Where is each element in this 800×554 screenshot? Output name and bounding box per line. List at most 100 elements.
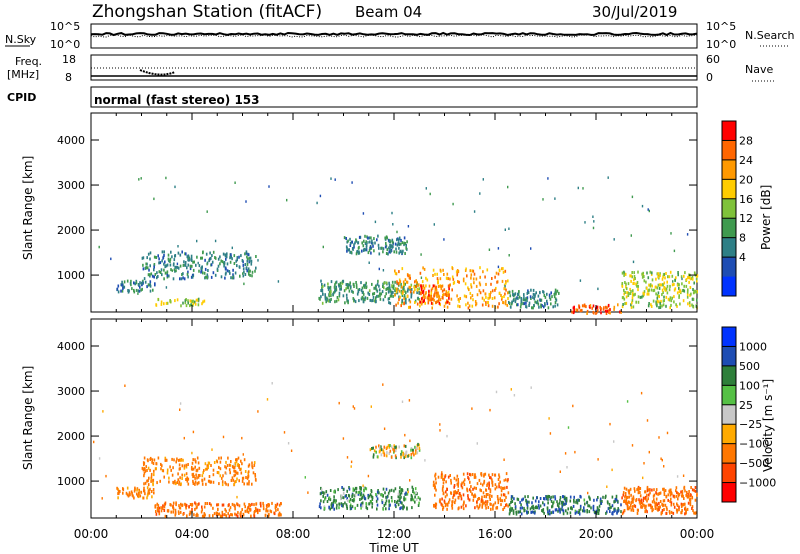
range-time-cell: [441, 284, 444, 288]
range-time-cell: [190, 257, 193, 261]
range-time-cell: [177, 472, 179, 476]
range-time-cell: [361, 290, 364, 294]
range-time-cell: [488, 495, 491, 499]
range-time-cell: [342, 294, 345, 298]
range-time-cell: [146, 486, 149, 490]
range-time-cell: [630, 508, 633, 512]
range-time-cell: [584, 221, 586, 224]
range-time-cell: [649, 491, 651, 495]
range-time-cell: [365, 243, 368, 247]
range-time-cell: [157, 504, 160, 508]
range-time-cell: [406, 492, 409, 496]
range-time-cell: [237, 511, 239, 515]
range-time-cell: [648, 288, 650, 292]
range-time-cell: [646, 493, 648, 497]
range-time-cell: [677, 494, 680, 498]
range-time-cell: [472, 298, 474, 302]
range-time-cell: [117, 492, 119, 496]
range-time-cell: [467, 301, 469, 305]
range-time-cell: [394, 293, 396, 297]
range-time-cell: [450, 297, 453, 301]
range-time-cell: [404, 444, 407, 448]
range-time-cell: [656, 304, 658, 308]
range-time-cell: [378, 284, 380, 288]
range-time-cell: [383, 427, 386, 430]
range-time-cell: [194, 458, 196, 462]
range-time-cell: [434, 288, 437, 292]
range-time-cell: [247, 475, 249, 479]
range-time-cell: [655, 302, 657, 306]
range-time-cell: [386, 248, 389, 252]
range-time-cell: [531, 510, 534, 514]
range-time-cell: [539, 290, 541, 294]
range-time-cell: [627, 505, 629, 509]
range-time-cell: [606, 485, 608, 488]
range-time-cell: [605, 511, 607, 515]
range-time-cell: [351, 247, 354, 250]
range-time-cell: [327, 287, 330, 291]
range-time-cell: [518, 290, 520, 294]
range-time-cell: [622, 491, 625, 495]
range-time-cell: [247, 470, 250, 474]
range-time-cell: [332, 503, 334, 507]
range-time-cell: [341, 504, 343, 508]
range-time-cell: [389, 444, 391, 447]
range-time-cell: [521, 506, 523, 510]
range-time-cell: [367, 474, 370, 478]
range-time-cell: [668, 298, 671, 302]
range-time-cell: [266, 505, 268, 509]
range-time-cell: [637, 486, 639, 490]
range-time-cell: [622, 303, 624, 306]
range-time-cell: [150, 490, 153, 493]
range-time-cell: [527, 495, 529, 499]
range-time-cell: [161, 250, 164, 254]
colorbar-tick-label: −1000: [739, 477, 776, 490]
range-time-cell: [517, 510, 519, 514]
range-time-cell: [432, 268, 435, 272]
range-time-cell: [191, 473, 194, 477]
range-time-cell: [149, 280, 152, 284]
colorbar-tick-label: −25: [739, 418, 762, 431]
range-time-cell: [198, 502, 200, 506]
range-time-cell: [443, 499, 446, 503]
range-time-cell: [210, 503, 212, 507]
range-time-cell: [335, 299, 338, 303]
range-time-cell: [399, 280, 402, 284]
range-time-cell: [324, 293, 326, 297]
range-time-cell: [462, 480, 465, 484]
range-time-cell: [515, 510, 517, 514]
range-time-cell: [541, 509, 543, 513]
range-time-cell: [192, 302, 195, 306]
range-time-cell: [375, 450, 377, 454]
range-time-cell: [368, 494, 371, 498]
range-time-cell: [569, 499, 572, 503]
range-time-cell: [515, 512, 518, 516]
range-time-cell: [426, 278, 429, 282]
range-time-cell: [629, 274, 631, 278]
range-time-cell: [673, 505, 676, 509]
range-time-cell: [508, 290, 511, 294]
range-time-cell: [240, 471, 243, 475]
range-time-cell: [663, 286, 665, 290]
range-time-cell: [398, 270, 400, 274]
range-time-cell: [204, 267, 207, 271]
range-time-cell: [195, 298, 198, 302]
range-time-cell: [458, 506, 460, 510]
range-time-cell: [228, 468, 231, 472]
range-time-cell: [141, 256, 144, 260]
range-time-cell: [247, 270, 250, 274]
range-time-cell: [133, 281, 135, 285]
range-time-cell: [150, 272, 153, 276]
range-time-cell: [442, 507, 444, 511]
range-time-cell: [497, 478, 500, 481]
range-time-cell: [520, 298, 523, 302]
range-time-cell: [647, 276, 650, 280]
range-time-cell: [236, 477, 238, 481]
range-time-cell: [439, 423, 441, 426]
range-time-cell: [233, 469, 235, 473]
range-time-cell: [464, 282, 467, 286]
range-time-cell: [658, 507, 660, 511]
range-time-cell: [378, 246, 380, 250]
range-time-cell: [160, 506, 162, 510]
range-time-cell: [170, 268, 172, 272]
